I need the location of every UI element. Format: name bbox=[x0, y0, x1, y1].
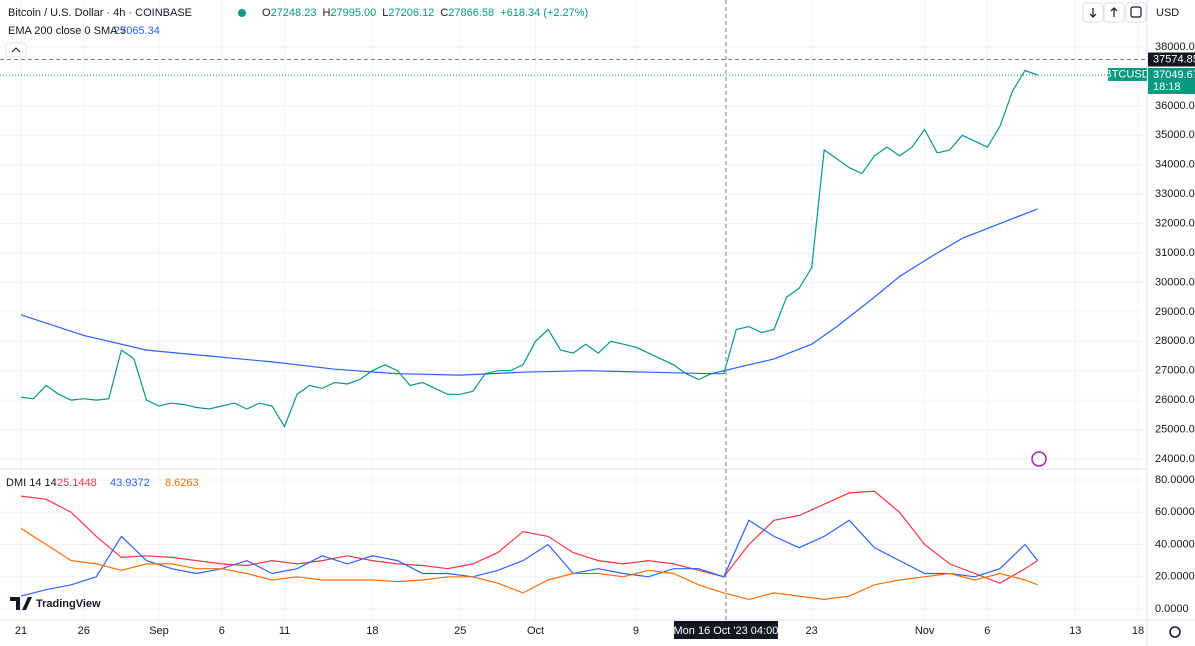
symbol-tag bbox=[1108, 67, 1147, 81]
alert-icon[interactable] bbox=[1031, 451, 1047, 467]
logo-mark bbox=[10, 597, 32, 610]
ohlc-value: 27866.58 bbox=[448, 7, 494, 19]
y-tick-label: 34000.00 bbox=[1155, 159, 1195, 171]
y-tick-label: 80.0000 bbox=[1155, 474, 1195, 486]
up-icon bbox=[1110, 7, 1118, 17]
crosshair-price-label: 37574.85 bbox=[1153, 53, 1195, 65]
series-line bbox=[20, 519, 1039, 597]
y-tick-label: 30000.00 bbox=[1155, 276, 1195, 288]
x-tick-label: Nov bbox=[915, 625, 935, 637]
x-tick-label: 11 bbox=[279, 625, 290, 637]
crosshair-price-tag bbox=[1148, 52, 1195, 67]
axes: 24000.00 25000.00 26000.00 27000.00 28000.00… bbox=[15, 41, 1195, 637]
last-price-tag bbox=[1148, 67, 1195, 94]
ohlc-value: 27206.12 bbox=[388, 7, 434, 19]
crosshair-time-label: Mon 16 Oct '23 04:00 bbox=[674, 625, 779, 637]
series-line bbox=[20, 527, 1038, 601]
change: +618.34 (+2.27%) bbox=[500, 7, 588, 19]
dmi-title: DMI 14 14 bbox=[6, 477, 57, 489]
ohlc-value: 27248.23 bbox=[271, 7, 317, 19]
y-tick-label: 40.0000 bbox=[1155, 538, 1195, 550]
y-tick-label: 20.0000 bbox=[1155, 571, 1195, 583]
plot bbox=[20, 69, 1039, 601]
symbol-title: Bitcoin / U.S. Dollar · 4h · COINBASE bbox=[8, 7, 192, 19]
ema-value: 27065.34 bbox=[114, 25, 160, 37]
ema-legend: EMA 200 close 0 SMA 5 bbox=[8, 25, 126, 37]
y-tick-label: 31000.00 bbox=[1155, 247, 1195, 259]
ohlc-label: L bbox=[382, 7, 388, 19]
y-tick-label: 24000.00 bbox=[1155, 453, 1195, 465]
move-up-button[interactable] bbox=[1103, 2, 1125, 23]
x-tick-label: 18 bbox=[366, 625, 378, 637]
ohlc-values: O27248.23 H27995.00 L27206.12 C27866.58 +618… bbox=[262, 7, 588, 19]
ohlc-label: O bbox=[262, 7, 271, 19]
x-tick-label: 6 bbox=[984, 625, 990, 637]
maximize-icon bbox=[1130, 6, 1142, 18]
x-tick-label: 25 bbox=[454, 625, 466, 637]
move-down-button[interactable] bbox=[1082, 2, 1104, 23]
brand-name: TradingView bbox=[36, 598, 101, 610]
y-tick-label: 25000.00 bbox=[1155, 423, 1195, 435]
last-price-label: 37049.67 bbox=[1153, 69, 1195, 81]
symbol-tag-label: BTCUSD bbox=[1104, 68, 1149, 80]
grid bbox=[0, 0, 1145, 620]
ohlc-label: H bbox=[322, 7, 330, 19]
series-line bbox=[20, 69, 1038, 428]
y-tick-label: 27000.00 bbox=[1155, 365, 1195, 377]
y-tick-label: 38000.00 bbox=[1155, 41, 1195, 53]
x-tick-label: 18 bbox=[1132, 625, 1144, 637]
x-tick-label: Oct bbox=[527, 625, 544, 637]
logo: TradingView bbox=[10, 597, 101, 610]
y-tick-label: 28000.00 bbox=[1155, 335, 1195, 347]
market-status[interactable] bbox=[238, 9, 246, 17]
y-tick-label: 35000.00 bbox=[1155, 129, 1195, 141]
x-tick-label: 21 bbox=[15, 625, 27, 637]
countdown: 18:18 bbox=[1153, 81, 1181, 93]
y-tick-label: 32000.00 bbox=[1155, 217, 1195, 229]
toolbar bbox=[1082, 2, 1147, 23]
x-tick-label: Sep bbox=[149, 625, 169, 637]
series-line bbox=[20, 490, 1038, 584]
down-icon bbox=[1089, 8, 1097, 18]
x-tick-label: 26 bbox=[78, 625, 90, 637]
dmi-value: 8.6263 bbox=[165, 477, 199, 489]
x-tick-label: 13 bbox=[1069, 625, 1081, 637]
series-line bbox=[20, 208, 1038, 376]
x-tick-label: 23 bbox=[806, 625, 818, 637]
y-tick-label: 36000.00 bbox=[1155, 100, 1195, 112]
dmi-value: 43.9372 bbox=[110, 477, 150, 489]
y-tick-label: 26000.00 bbox=[1155, 394, 1195, 406]
y-tick-label: 29000.00 bbox=[1155, 306, 1195, 318]
x-tick-label: 9 bbox=[633, 625, 639, 637]
collapse-button[interactable] bbox=[5, 42, 27, 58]
x-tick-label: 6 bbox=[219, 625, 225, 637]
ohlc-label: C bbox=[440, 7, 448, 19]
maximize-button[interactable] bbox=[1125, 2, 1147, 23]
ohlc-value: 27995.00 bbox=[330, 7, 376, 19]
collapse-icon bbox=[11, 47, 21, 53]
y-tick-label: 33000.00 bbox=[1155, 188, 1195, 200]
settings-button[interactable] bbox=[1169, 626, 1181, 638]
y-tick-label: 60.0000 bbox=[1155, 506, 1195, 518]
currency[interactable]: USD bbox=[1156, 7, 1179, 19]
crosshair-time-tag bbox=[673, 621, 778, 639]
y-tick-label: 0.0000 bbox=[1155, 603, 1189, 615]
dmi-value: 25.1448 bbox=[57, 477, 97, 489]
